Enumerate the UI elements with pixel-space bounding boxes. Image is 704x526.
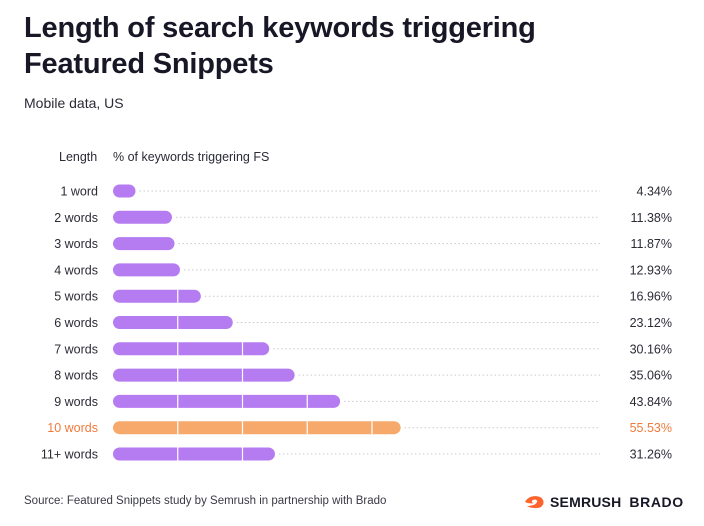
- value-label: 35.06%: [630, 369, 672, 383]
- bar-chart: Length % of keywords triggering FS 1 word 4…: [41, 150, 672, 462]
- value-label: 23.12%: [630, 316, 672, 330]
- brand-logos: SEMRUSH BRADO: [524, 490, 684, 514]
- chart-title: Length of search keywords triggering Fea…: [24, 12, 536, 80]
- category-label: 9 words: [54, 395, 98, 409]
- bar: [113, 394, 341, 408]
- brado-wordmark: BRADO: [629, 494, 684, 510]
- value-label: 31.26%: [630, 448, 672, 462]
- category-label: 6 words: [54, 316, 98, 330]
- semrush-wordmark: SEMRUSH: [550, 494, 622, 510]
- bar: [113, 289, 201, 303]
- value-label: 11.87%: [631, 237, 672, 251]
- category-label: 7 words: [54, 342, 98, 356]
- value-label: 30.16%: [630, 342, 672, 356]
- category-label: 1 word: [60, 185, 98, 199]
- value-label: 43.84%: [630, 395, 672, 409]
- bar: [113, 447, 275, 461]
- value-label: 11.38%: [631, 211, 672, 225]
- bar: [113, 263, 180, 277]
- category-column-header: Length: [59, 150, 97, 164]
- value-label: 16.96%: [630, 290, 672, 304]
- semrush-logo: SEMRUSH: [524, 494, 621, 510]
- chart-subtitle: Mobile data, US: [24, 95, 124, 111]
- bar: [113, 184, 136, 198]
- bar: [113, 342, 270, 356]
- value-label: 4.34%: [637, 185, 672, 199]
- value-label: 12.93%: [630, 263, 672, 277]
- category-label: 10 words: [47, 421, 98, 435]
- semrush-flame-icon: [525, 496, 544, 509]
- category-label: 2 words: [54, 211, 98, 225]
- category-label: 5 words: [54, 290, 98, 304]
- category-label: 8 words: [54, 369, 98, 383]
- category-label: 4 words: [54, 263, 98, 277]
- source-note: Source: Featured Snippets study by Semru…: [24, 495, 387, 507]
- bar: [113, 316, 233, 329]
- bar: [113, 237, 175, 251]
- category-label: 11+ words: [41, 448, 98, 462]
- bar: [113, 421, 401, 435]
- value-column-header: % of keywords triggering FS: [113, 150, 269, 164]
- bar: [113, 210, 172, 224]
- value-label: 55.53%: [630, 421, 672, 435]
- bar: [113, 368, 295, 382]
- category-label: 3 words: [54, 237, 98, 251]
